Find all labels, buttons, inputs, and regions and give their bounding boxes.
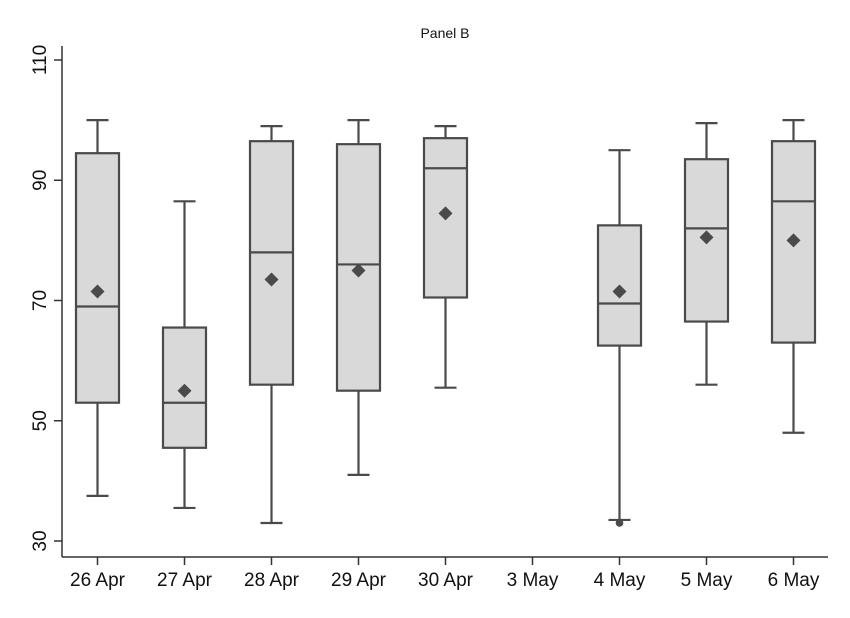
y-tick-label: 30 <box>30 530 51 551</box>
box-group <box>770 119 817 434</box>
x-tick-label: 29 Apr <box>331 570 387 591</box>
box-series <box>74 119 817 527</box>
y-tick-label: 70 <box>30 290 51 311</box>
x-tick-label: 27 Apr <box>157 570 213 591</box>
mean-marker <box>612 284 627 299</box>
mean-marker <box>264 272 279 287</box>
mean-marker <box>438 206 453 221</box>
box-group <box>422 125 469 389</box>
x-tick-label: 3 May <box>507 570 559 591</box>
box-group <box>335 119 382 476</box>
iqr-box <box>74 152 121 404</box>
outlier-point <box>615 519 624 527</box>
x-tick-label: 28 Apr <box>244 570 300 591</box>
mean-marker <box>177 383 192 398</box>
mean-marker <box>786 233 801 248</box>
x-tick-label: 4 May <box>594 570 646 591</box>
box-group <box>683 122 730 386</box>
x-tick-label: 26 Apr <box>70 570 126 591</box>
mean-marker <box>351 263 366 278</box>
iqr-box <box>248 140 295 386</box>
mean-marker <box>90 284 105 299</box>
y-axis-ticks: 30 50 70 90 110 <box>30 45 62 552</box>
mean-marker <box>699 230 714 245</box>
x-tick-label: 30 Apr <box>418 570 474 591</box>
x-tick-label: 5 May <box>681 570 733 591</box>
y-tick-label: 90 <box>30 170 51 191</box>
box-group <box>74 119 121 498</box>
x-axis-ticks: 26 Apr 27 Apr 28 Apr 29 Apr 30 Apr 3 May 4 May… <box>70 557 820 591</box>
box-group <box>248 125 295 525</box>
chart-title: Panel B <box>420 25 469 41</box>
x-tick-label: 6 May <box>768 570 820 591</box>
y-tick-label: 50 <box>30 410 51 431</box>
box-group <box>596 149 643 527</box>
box-group <box>161 200 208 510</box>
y-tick-label: 110 <box>30 45 51 75</box>
